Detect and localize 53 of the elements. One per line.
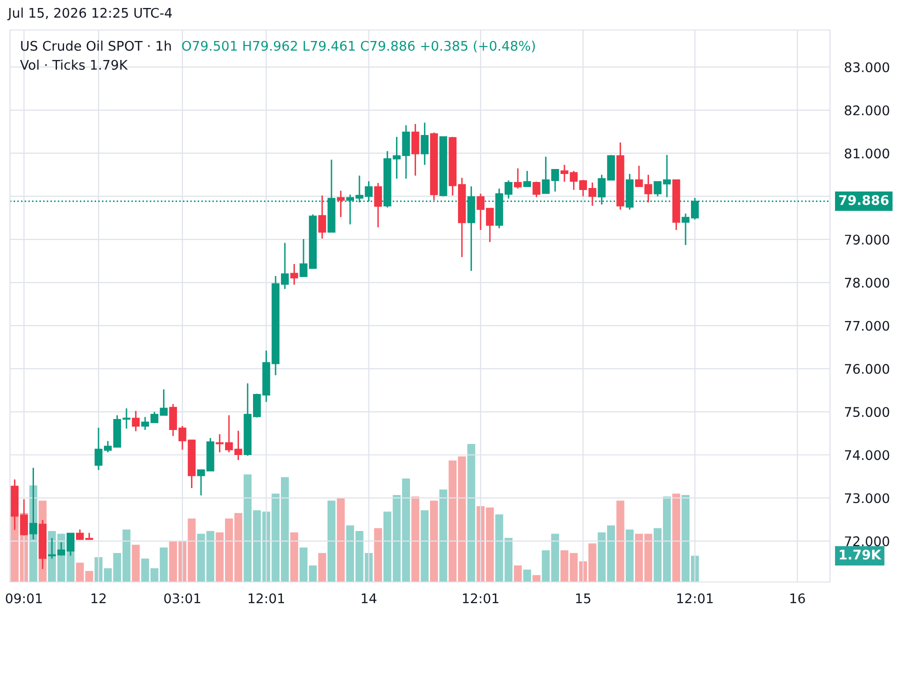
x-tick-label: 16 — [790, 593, 805, 604]
bar — [430, 500, 438, 582]
bar — [318, 553, 326, 582]
candlestick — [318, 194, 326, 240]
y-tick-label: 73.000 — [844, 493, 890, 504]
bar — [328, 500, 336, 582]
bar — [411, 496, 420, 582]
bar — [672, 494, 680, 582]
x-tick-label: 12 — [92, 593, 106, 604]
candlestick — [420, 122, 429, 166]
bar — [439, 490, 448, 582]
bar — [420, 510, 429, 582]
y-tick-label: 79.000 — [844, 234, 890, 245]
bar — [523, 570, 532, 582]
x-tick-label: 15 — [576, 594, 590, 604]
annotation: Vol · Ticks 1.79K — [20, 60, 128, 70]
y-tick-label: 82.000 — [844, 105, 890, 116]
text: US Crude Oil SPOT · 1h — [21, 40, 171, 51]
y-tick-label: 83.000 — [844, 62, 890, 72]
y-tick-label: 77.000 — [844, 320, 890, 331]
x-tick-label: 12:01 — [463, 593, 498, 604]
y-tick-label: 78.000 — [844, 278, 890, 288]
text: Jul 15, 2026 12:25 UTC-4 — [7, 8, 172, 20]
bar — [290, 532, 298, 582]
candlestick — [411, 123, 420, 176]
y-tick-label: 81.000 — [844, 148, 890, 158]
y-tick-label: 74.000 — [844, 450, 890, 460]
bar — [132, 544, 140, 582]
text: 1.79K — [840, 550, 882, 560]
candlestick — [290, 263, 298, 286]
y-tick-label: 76.000 — [844, 364, 890, 374]
bar — [467, 444, 476, 582]
x-tick-label: 14 — [362, 594, 376, 604]
y-tick-label: 75.000 — [844, 407, 890, 417]
candlestick — [132, 410, 140, 432]
x-tick-label: 03:01 — [164, 593, 200, 604]
x-tick-label: 12:01 — [248, 593, 284, 604]
bar — [514, 565, 522, 582]
candlestick — [336, 190, 345, 218]
bar — [336, 498, 345, 582]
x-tick-label: 09:01 — [6, 593, 42, 604]
candlestick — [532, 180, 540, 198]
bar — [616, 500, 624, 582]
y-tick-label: 72.000 — [844, 536, 890, 546]
bar — [532, 575, 540, 582]
x-tick-label: 12:01 — [677, 593, 713, 604]
bar — [626, 530, 634, 582]
candlestick — [514, 168, 522, 190]
bar — [374, 528, 382, 582]
candlestick — [374, 182, 382, 228]
annotation: O79.501 H79.962 L79.461 C79.886 +0.385 (+0.48%) — [182, 40, 535, 52]
candlestick — [523, 170, 532, 188]
ref-line-label: 79.886 — [839, 195, 889, 206]
